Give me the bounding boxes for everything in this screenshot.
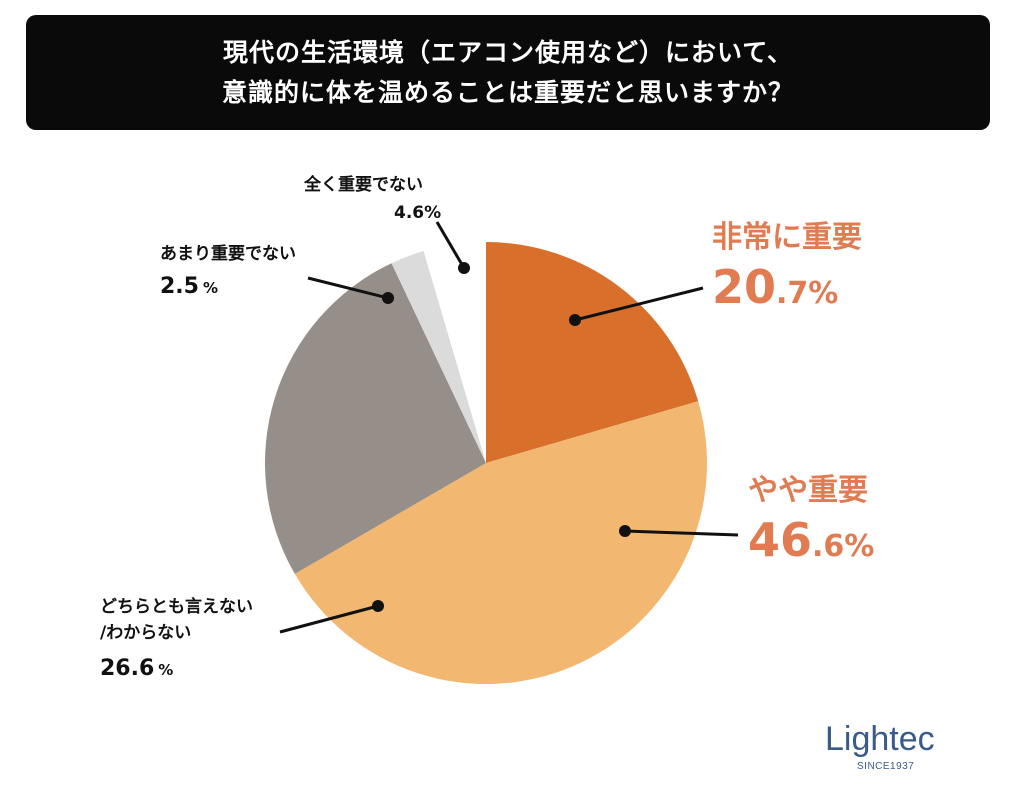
slice-not-very-important (391, 250, 486, 463)
value-number: 2.5 (160, 274, 199, 299)
label-not-important-category: 全く重要でない (304, 175, 423, 195)
label-neutral-category-line1: どちらとも言えない (100, 597, 253, 617)
label-somewhat-important-value: 46.6% (748, 515, 874, 572)
slice-very-important (486, 241, 699, 463)
slice-somewhat-important (294, 401, 708, 685)
label-not-very-important-category: あまり重要でない (160, 244, 296, 264)
value-unit: % (158, 661, 174, 679)
value-unit: % (808, 276, 839, 311)
leader-very-important-dot (569, 314, 581, 326)
leader-not-important-dot (458, 262, 470, 274)
pie-slices (265, 241, 708, 685)
slice-neutral (265, 263, 486, 574)
leader-not-important-line (435, 221, 466, 269)
value-unit: % (844, 529, 875, 564)
value-dec: .6 (812, 529, 845, 564)
value-int: 20 (712, 260, 777, 314)
value-number: 26.6 (100, 656, 155, 681)
title-line-1: 現代の生活環境（エアコン使用など）において、 (222, 37, 793, 67)
leader-very-important-line (574, 286, 704, 322)
label-very-important-value: 20.7% (712, 262, 838, 319)
title-line-2: 意識的に体を温めることは重要だと思いますか？ (221, 77, 794, 107)
label-not-important-value: 4.6% (394, 203, 442, 223)
label-somewhat-important-category: やや重要 (748, 473, 868, 508)
label-neutral-category-line2: /わからない (100, 623, 192, 643)
logo-wordmark: Lightec (825, 720, 935, 758)
leader-lines (279, 221, 739, 634)
label-very-important-category: 非常に重要 (712, 220, 862, 255)
leader-neutral-line (279, 604, 379, 634)
value-unit: % (202, 279, 219, 297)
leader-somewhat-important-line (624, 529, 739, 537)
slice-not-important (423, 242, 486, 463)
title-banner: 現代の生活環境（エアコン使用など）において、 意識的に体を温めることは重要だと思… (26, 15, 990, 130)
label-neutral-value: 26.6% (100, 656, 173, 681)
leader-not-very-important-dot (382, 292, 394, 304)
leader-not-very-important-line (307, 276, 389, 300)
logo-since-text: SINCE1937 (857, 761, 915, 772)
value-dec: .7 (776, 276, 809, 311)
leader-somewhat-important-dot (619, 525, 631, 537)
value-int: 46 (748, 513, 813, 567)
brand-logo: Lightec SINCE1937 (825, 720, 945, 780)
leader-neutral-dot (372, 600, 384, 612)
label-not-very-important-value: 2.5% (160, 274, 218, 299)
